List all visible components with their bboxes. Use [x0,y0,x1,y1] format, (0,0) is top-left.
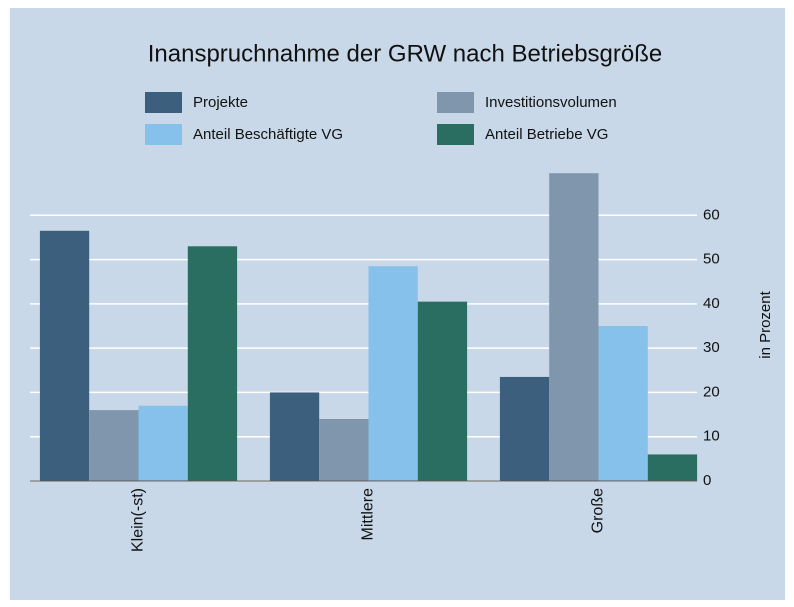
x-tick-label: Mittlere [360,488,377,541]
legend-label: Investitionsvolumen [485,94,617,111]
y-tick-label: 20 [703,383,720,400]
y-tick-label: 30 [703,339,720,356]
legend-label: Projekte [193,94,248,111]
legend-swatch [145,124,182,145]
y-tick-label: 60 [703,206,720,223]
x-tick-label: Klein(-st) [130,488,147,552]
bar [647,454,698,481]
bar [89,410,139,481]
legend-swatch [437,92,474,113]
legend-label: Anteil Beschäftigte VG [193,126,343,143]
bar [549,173,599,481]
bar [499,376,550,481]
y-axis-label: in Prozent [757,290,774,358]
bar [319,419,369,481]
legend-label: Anteil Betriebe VG [485,126,608,143]
legend-swatch [437,124,474,145]
bar [269,392,320,481]
legend-swatch [145,92,182,113]
bar [598,326,648,481]
x-tick-label: Große [590,488,607,533]
bar [138,405,188,481]
bar [368,266,418,481]
bar [39,230,90,481]
y-tick-label: 10 [703,428,720,445]
bar [187,246,238,481]
y-tick-label: 40 [703,295,720,312]
bar [417,301,468,481]
y-tick-label: 50 [703,251,720,268]
chart-title: Inanspruchnahme der GRW nach Betriebsgrö… [148,40,663,67]
y-tick-label: 0 [703,472,711,489]
